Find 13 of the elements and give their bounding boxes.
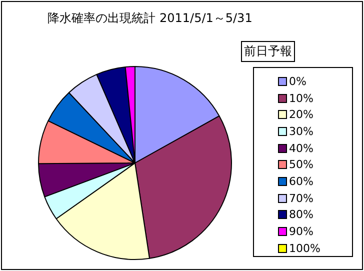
legend-label: 0% — [289, 74, 306, 88]
chart-title: 降水確率の出現統計 2011/5/1～5/31 — [46, 10, 254, 27]
legend-label: 90% — [289, 225, 314, 238]
legend-label: 60% — [289, 174, 314, 188]
legend-label: 80% — [289, 208, 314, 222]
legend-title: 前日予報 — [241, 41, 295, 62]
legend-label: 100% — [289, 242, 320, 255]
legend-label: 50% — [289, 158, 314, 172]
legend-label: 20% — [289, 108, 314, 122]
legend-label: 40% — [289, 142, 314, 155]
legend-label: 70% — [289, 192, 314, 205]
legend-label: 10% — [289, 92, 314, 105]
legend-label: 30% — [289, 124, 314, 138]
